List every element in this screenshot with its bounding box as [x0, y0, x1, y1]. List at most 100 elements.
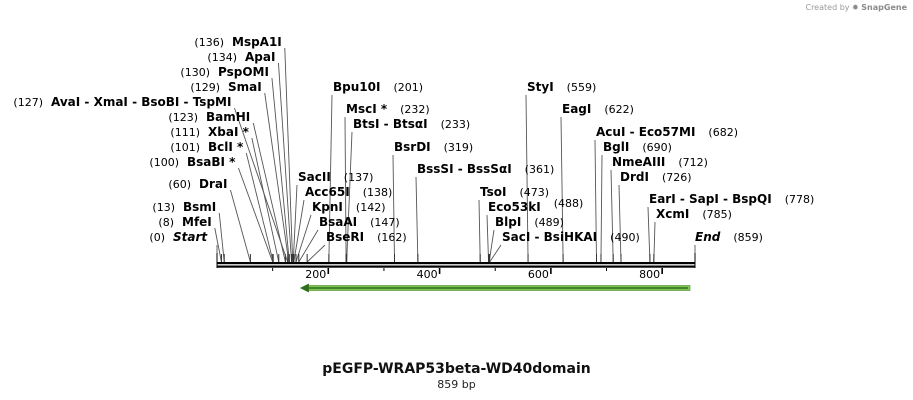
tick-label: 800: [639, 268, 660, 281]
site-blpI[interactable]: BlpI (489): [495, 215, 564, 229]
site-position: (130): [180, 66, 210, 79]
plasmid-length: 859 bp: [437, 378, 476, 391]
tick-label: 200: [305, 268, 326, 281]
site-label: BclI *: [208, 140, 244, 154]
snapgene-credit: Created by ✹ SnapGene: [805, 3, 907, 12]
site-position: (138): [363, 186, 393, 199]
site-label: MfeI: [182, 215, 212, 229]
site-bssSI[interactable]: BssSI - BssSαI (361): [417, 162, 554, 176]
site-bamHI[interactable]: BamHI (123): [168, 110, 250, 124]
site-connector: [560, 116, 564, 263]
site-position: (473): [519, 186, 549, 199]
site-styI[interactable]: StyI (559): [527, 80, 596, 94]
site-eagI[interactable]: EagI (622): [562, 102, 634, 116]
site-position: (559): [567, 81, 597, 94]
site-position: (0): [149, 231, 165, 244]
site-position: (319): [444, 141, 474, 154]
site-bglI[interactable]: BglI (690): [603, 140, 672, 154]
site-smaI[interactable]: SmaI (129): [190, 80, 261, 94]
site-mscI[interactable]: MscI * (232): [346, 102, 430, 116]
site-connector: [328, 94, 333, 263]
site-bsrDI[interactable]: BsrDI (319): [394, 140, 473, 154]
site-label: XbaI *: [208, 125, 250, 139]
site-label: MspA1I: [232, 35, 282, 49]
site-xbaI[interactable]: XbaI * (111): [170, 125, 249, 139]
site-position: (726): [662, 171, 692, 184]
site-draI[interactable]: DraI (60): [168, 177, 227, 191]
site-end[interactable]: End (859): [695, 230, 763, 244]
site-xcmI[interactable]: XcmI (785): [656, 207, 732, 221]
site-position: (136): [194, 36, 224, 49]
site-position: (101): [170, 141, 200, 154]
site-mspA1I[interactable]: MspA1I (136): [194, 35, 281, 49]
site-label: Eco53kI: [488, 200, 541, 214]
site-bsaAI[interactable]: BsaAI (147): [319, 215, 400, 229]
site-bpu10I[interactable]: Bpu10I (201): [333, 80, 423, 94]
site-connector: [478, 199, 481, 263]
site-position: (162): [377, 231, 407, 244]
site-mfeI[interactable]: MfeI (8): [158, 215, 211, 229]
site-position: (129): [190, 81, 220, 94]
site-position: (690): [642, 141, 672, 154]
site-label: BsaAI: [319, 215, 357, 229]
site-earI[interactable]: EarI - SapI - BspQI (778): [649, 192, 814, 206]
site-position: (361): [525, 163, 555, 176]
site-start[interactable]: Start (0): [149, 230, 208, 244]
site-bsaBI[interactable]: BsaBI * (100): [149, 155, 236, 169]
site-label: MscI *: [346, 102, 388, 116]
site-position: (60): [168, 178, 191, 191]
site-position: (100): [149, 156, 179, 169]
site-apaI[interactable]: ApaI (134): [207, 50, 275, 64]
site-drdI[interactable]: DrdI (726): [620, 170, 692, 184]
site-btsI[interactable]: BtsI - BtsαI (233): [353, 117, 470, 131]
site-label: SacI - BsiHKAI: [502, 230, 597, 244]
site-connector: [647, 206, 651, 263]
site-label: Acc65I: [305, 185, 350, 199]
site-label: BssSI - BssSαI: [417, 162, 512, 176]
site-position: (778): [785, 193, 815, 206]
site-nmeAIII[interactable]: NmeAIII (712): [612, 155, 708, 169]
credit-brand: SnapGene: [861, 3, 907, 12]
site-label: EagI: [562, 102, 591, 116]
tick-label: 400: [417, 268, 438, 281]
site-label: BsmI: [183, 200, 216, 214]
plasmid-name: pEGFP-WRAP53beta-WD40domain: [322, 361, 591, 377]
site-avaI[interactable]: AvaI - XmaI - BsoBI - TspMI (127): [13, 95, 231, 109]
site-bseRI[interactable]: BseRI (162): [326, 230, 407, 244]
site-label: KpnI: [312, 200, 343, 214]
site-connector: [245, 152, 274, 263]
site-label: AcuI - Eco57MI: [596, 125, 695, 139]
site-label: BtsI - BtsαI: [353, 117, 428, 131]
site-pspOMI[interactable]: PspOMI (130): [180, 65, 269, 79]
site-position: (488): [554, 197, 584, 210]
site-acuI[interactable]: AcuI - Eco57MI (682): [596, 125, 738, 139]
site-connector: [525, 94, 529, 263]
site-connector: [415, 176, 419, 263]
site-connector: [278, 62, 293, 263]
site-labels: Start(0)MfeI(8)BsmI(13) DraI(60) BsaBI *(1…: [13, 35, 814, 244]
site-position: (137): [344, 171, 374, 184]
site-eco53kI[interactable]: Eco53kI (488): [488, 197, 583, 214]
site-label: SmaI: [228, 80, 262, 94]
site-position: (111): [170, 126, 200, 139]
site-position: (712): [678, 156, 708, 169]
site-connector: [238, 167, 274, 263]
site-position: (142): [356, 201, 386, 214]
site-connector: [264, 92, 290, 263]
site-label: End: [695, 230, 721, 244]
site-tsoI[interactable]: TsoI (473): [480, 185, 549, 199]
feature-arrowhead: [299, 283, 309, 293]
scale-ticks: 200 400 600 800: [272, 268, 663, 281]
site-kpnI[interactable]: KpnI (142): [312, 200, 386, 214]
site-label: BseRI: [326, 230, 364, 244]
site-bclI[interactable]: BclI * (101): [170, 140, 244, 154]
site-bsmI[interactable]: BsmI (13): [152, 200, 216, 214]
site-connector: [392, 154, 395, 263]
site-connector: [284, 47, 294, 263]
site-connector: [298, 229, 319, 263]
site-acc65I[interactable]: Acc65I (138): [305, 185, 392, 199]
site-sacII[interactable]: SacII (137): [298, 170, 373, 184]
site-sacI[interactable]: SacI - BsiHKAI (490): [502, 230, 640, 244]
site-position: (489): [534, 216, 564, 229]
site-label: EarI - SapI - BspQI: [649, 192, 772, 206]
